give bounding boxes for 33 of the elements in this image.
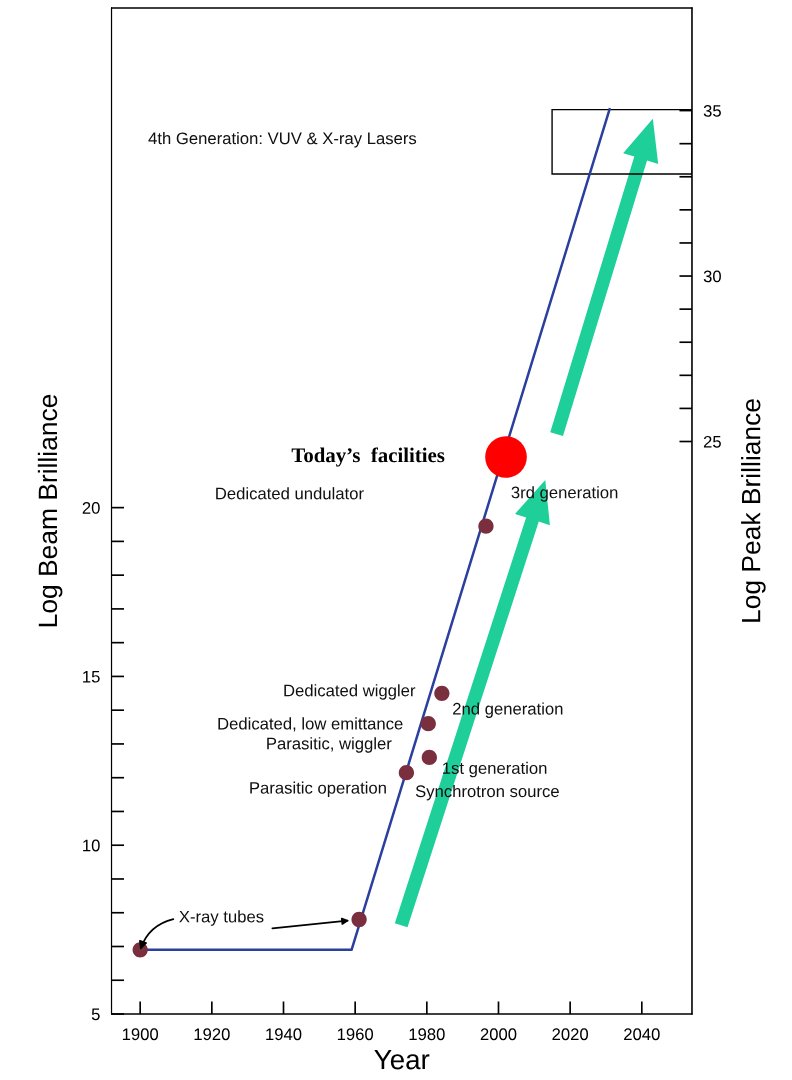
x-tick-label: 1920: [194, 1028, 230, 1041]
annotation: Parasitic, wiggler: [267, 737, 392, 753]
annotation: Dedicated wiggler: [284, 684, 416, 700]
x-tick-label: 1960: [337, 1028, 374, 1041]
x-tick-label: 1940: [266, 1028, 302, 1041]
x-tick-label: 2040: [624, 1028, 660, 1041]
x-tick-label: 2020: [552, 1028, 589, 1041]
y2-tick-label: 25: [703, 435, 721, 448]
y2-tick-label: 35: [703, 104, 721, 117]
point: [434, 685, 450, 701]
annotation: Dedicated, low emittance: [218, 717, 403, 732]
point: [421, 749, 437, 766]
annotation: Today’s facilities: [291, 447, 445, 467]
annotation: Parasitic operation: [250, 781, 386, 798]
point: [398, 765, 415, 781]
y-tick-label: 10: [83, 839, 100, 852]
point: [351, 911, 367, 928]
x-tick-label: 2000: [480, 1028, 517, 1041]
annotation: X-ray tubes: [179, 910, 264, 926]
x-axis-title: Year: [374, 1050, 430, 1070]
y2-axis-title: Log Peak Brilliance: [741, 399, 766, 622]
y-axis-title: Log Beam Brilliance: [37, 394, 63, 627]
y-tick-label: 15: [83, 670, 100, 683]
annotation: 4th Generation: VUV & X-ray Lasers: [148, 132, 417, 148]
point: [478, 518, 494, 534]
point: [420, 716, 436, 732]
y-tick-label: 20: [82, 502, 100, 514]
y2-tick-label: 30: [703, 270, 721, 283]
point: [485, 436, 527, 478]
x-tick-label: 1980: [409, 1028, 445, 1041]
y-tick-label: 5: [91, 1008, 100, 1021]
annotation: Dedicated undulator: [216, 487, 364, 500]
x-tick-label: 1900: [122, 1028, 159, 1041]
